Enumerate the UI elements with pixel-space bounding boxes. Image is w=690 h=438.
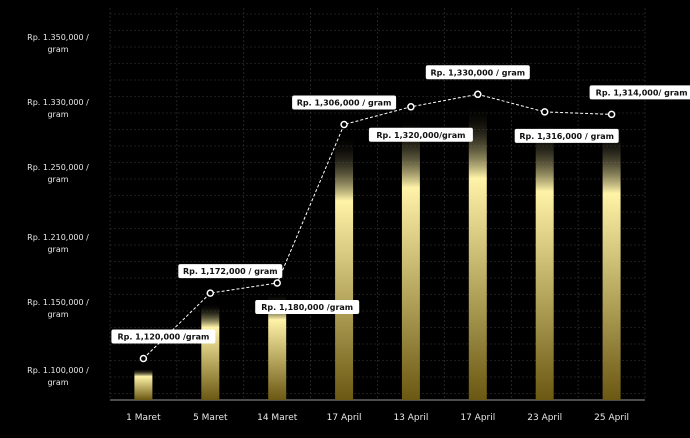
bar	[134, 368, 153, 400]
bar	[201, 303, 220, 400]
data-point	[474, 90, 482, 99]
svg-text:Rp. 1,314,000/ gram: Rp. 1,314,000/ gram	[596, 88, 688, 97]
svg-text:Rp. 1,180,000 /gram: Rp. 1,180,000 /gram	[261, 303, 353, 312]
bars	[134, 104, 621, 401]
data-point	[273, 279, 281, 287]
y-tick-label: Rp. 1.250,000 /gram	[27, 163, 89, 184]
svg-text:Rp. 1,306,000 / gram: Rp. 1,306,000 / gram	[297, 99, 392, 108]
y-tick-label: Rp. 1.150,000 /gram	[27, 298, 89, 319]
price-line	[139, 90, 616, 363]
y-axis-tick-labels: Rp. 1.350,000 /gram Rp. 1.330,000 /gram Rp…	[27, 33, 89, 387]
data-label: Rp. 1,172,000 / gram	[178, 264, 283, 279]
data-point	[206, 289, 215, 297]
x-tick-label: 23 April	[527, 413, 562, 423]
data-point	[139, 354, 148, 363]
x-tick-label: 17 April	[460, 413, 495, 423]
data-label: Rp. 1,314,000/ gram	[589, 85, 690, 100]
x-tick-label: 5 Maret	[193, 413, 228, 423]
svg-text:Rp. 1,120,000 /gram: Rp. 1,120,000 /gram	[117, 333, 209, 342]
x-axis-tick-labels: 1 Maret 5 Maret 14 Maret 17 April 13 April 17…	[126, 413, 629, 423]
y-tick-label: Rp. 1.350,000 /gram	[27, 33, 89, 54]
y-tick-label: Rp. 1.330,000 /gram	[27, 98, 89, 119]
bar	[468, 104, 487, 401]
data-point	[407, 103, 415, 111]
data-label: Rp. 1,330,000 / gram	[425, 65, 530, 80]
data-labels: Rp. 1,120,000 /gram Rp. 1,172,000 / gram R…	[111, 65, 690, 344]
data-point	[607, 110, 616, 119]
price-line-path	[143, 93, 612, 359]
bar	[335, 134, 354, 400]
data-label: Rp. 1,316,000 / gram	[514, 128, 619, 143]
bar	[401, 116, 420, 401]
data-point	[540, 108, 549, 116]
x-tick-label: 1 Maret	[126, 413, 161, 423]
x-tick-label: 13 April	[393, 413, 428, 423]
bar	[602, 124, 621, 401]
data-label: Rp. 1,180,000 /gram	[255, 300, 360, 314]
svg-text:Rp. 1,320,000/gram: Rp. 1,320,000/gram	[376, 131, 465, 140]
x-tick-label: 14 Maret	[257, 413, 298, 423]
y-tick-label: Rp. 1.100,000 /gram	[27, 366, 89, 387]
bar	[268, 293, 287, 400]
bar	[535, 121, 554, 401]
y-tick-label: Rp. 1.210,000 /gram	[27, 233, 89, 254]
data-label: Rp. 1,306,000 / gram	[292, 95, 397, 110]
svg-text:Rp. 1,316,000 / gram: Rp. 1,316,000 / gram	[519, 132, 614, 141]
data-label: Rp. 1,320,000/gram	[368, 127, 473, 142]
x-tick-label: 17 April	[327, 413, 362, 423]
x-tick-label: 25 April	[594, 413, 629, 423]
svg-text:Rp. 1,172,000 / gram: Rp. 1,172,000 / gram	[183, 267, 278, 276]
data-label: Rp. 1,120,000 /gram	[111, 329, 216, 344]
data-point	[340, 120, 348, 129]
svg-text:Rp. 1,330,000 / gram: Rp. 1,330,000 / gram	[430, 68, 525, 77]
